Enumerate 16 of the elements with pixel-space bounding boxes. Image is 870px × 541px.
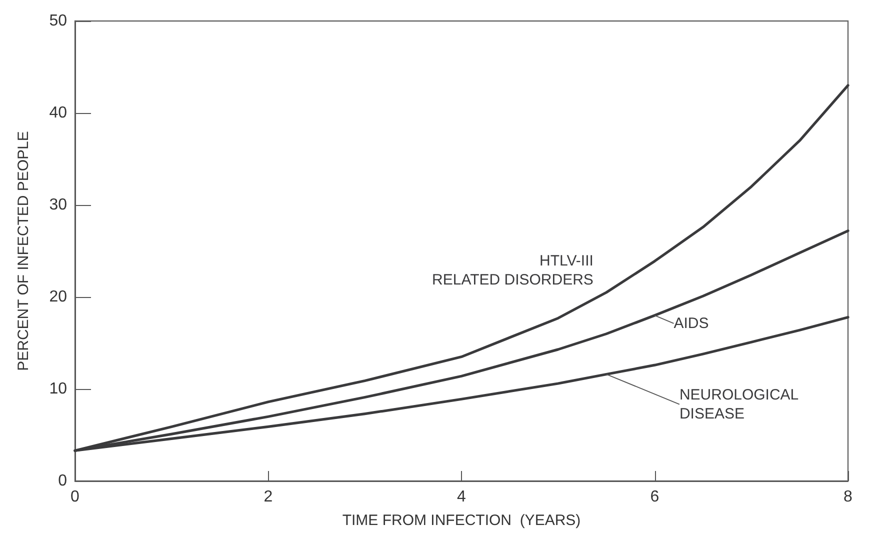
- x-tick-label: 6: [650, 488, 660, 506]
- y-tick-label: 50: [49, 12, 68, 30]
- y-axis-title: PERCENT OF INFECTED PEOPLE: [15, 131, 32, 371]
- series-label: HTLV-III RELATED DISORDERS: [432, 252, 594, 288]
- y-tick-label: 30: [49, 196, 68, 214]
- series-label: AIDS: [674, 314, 709, 332]
- y-tick-label: 20: [49, 288, 68, 306]
- x-tick-label: 2: [264, 488, 273, 506]
- x-axis-title: TIME FROM INFECTION (YEARS): [342, 512, 581, 529]
- y-tick-label: 10: [49, 380, 68, 398]
- y-tick-label: 0: [58, 472, 68, 490]
- y-tick-label: 40: [49, 104, 68, 122]
- x-tick-label: 8: [844, 488, 853, 506]
- series-label: NEUROLOGICAL DISEASE: [679, 386, 799, 422]
- x-tick-label: 0: [70, 488, 80, 506]
- x-tick-label: 4: [457, 488, 466, 506]
